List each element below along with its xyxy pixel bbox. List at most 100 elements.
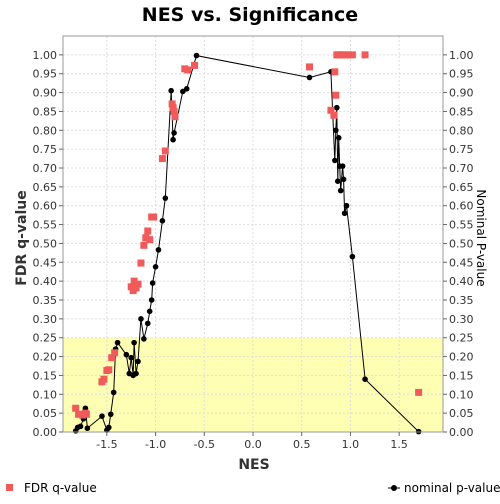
nominal-p-value-point	[162, 195, 169, 201]
y-tick-label: 0.80	[33, 124, 58, 137]
y-tick-label: 0.85	[33, 105, 58, 118]
axes: 0.00 0.00 0.05 0.05 0.10 0.10 0.15 0.15 0.20 0.20…	[33, 35, 474, 451]
legend-fdr-label: FDR q-value	[24, 481, 97, 495]
x-tick-label: 1.0	[342, 438, 360, 451]
nominal-p-value-point	[135, 358, 141, 365]
nominal-p-value-point	[193, 52, 200, 59]
y-tick-label: 0.45	[33, 256, 58, 269]
y-tick-label: 0.50	[33, 237, 58, 250]
nominal-p-value-point	[335, 135, 342, 141]
nominal-p-value-point	[343, 202, 350, 209]
y-tick-label: 0.25	[33, 332, 58, 345]
y2-tick-label: 0.25	[449, 332, 474, 345]
nominal-p-value-point	[77, 423, 84, 430]
y2-tick-label: 0.75	[449, 143, 474, 156]
x-axis-title: NES	[238, 457, 269, 473]
fdr-q-value-point	[111, 349, 119, 357]
fdr-q-value-point	[158, 155, 166, 163]
nominal-p-value-point	[159, 218, 166, 224]
nominal-p-value-point	[333, 127, 339, 134]
x-tick-label: 0.0	[244, 438, 262, 451]
nominal-p-value-point	[340, 176, 347, 183]
y2-tick-label: 0.00	[449, 426, 474, 439]
fdr-q-value-point	[144, 227, 152, 235]
y2-tick-label: 0.45	[449, 256, 474, 269]
fdr-q-value-point	[161, 147, 169, 155]
nominal-p-value-point	[114, 339, 121, 346]
nominal-p-value-point	[333, 104, 340, 111]
nominal-p-value-point	[133, 370, 139, 377]
fdr-q-value-point	[332, 91, 340, 99]
y2-tick-label: 0.40	[449, 275, 474, 288]
y2-tick-label: 0.90	[449, 87, 474, 100]
fdr-q-value-point	[344, 51, 352, 59]
nominal-p-value-point	[155, 247, 162, 253]
y2-tick-label: 0.60	[449, 200, 474, 213]
y2-tick-label: 0.35	[449, 294, 474, 307]
legend: FDR q-value nominal p-value	[6, 481, 500, 495]
y-tick-label: 0.20	[33, 351, 58, 364]
nominal-p-value-point	[84, 425, 91, 432]
fdr-q-value-point	[140, 241, 148, 249]
fdr-q-value-point	[171, 113, 179, 121]
y2-tick-label: 0.95	[449, 68, 474, 81]
y-tick-label: 0.30	[33, 313, 58, 326]
y2-tick-label: 0.30	[449, 313, 474, 326]
y-axis-title: FDR q-value	[14, 190, 30, 286]
fdr-q-value-point	[142, 234, 150, 242]
fdr-q-value-point	[130, 277, 138, 285]
fdr-q-value-point	[191, 61, 199, 69]
y-tick-label: 0.95	[33, 68, 58, 81]
x-tick-label: -1.0	[145, 438, 166, 451]
nominal-p-value-point	[146, 308, 153, 315]
legend-nominal-marker	[391, 485, 397, 491]
y2-tick-label: 0.80	[449, 124, 474, 137]
y-tick-label: 0.75	[33, 143, 58, 156]
nominal-p-value-point	[131, 339, 137, 346]
nominal-p-value-point	[332, 157, 338, 164]
nominal-p-value-point	[183, 86, 190, 92]
nominal-p-value-point	[168, 87, 174, 94]
nominal-p-value-point	[138, 316, 144, 322]
y2-axis-title: Nominal P-value	[474, 189, 488, 286]
y2-tick-label: 0.05	[449, 407, 474, 420]
nominal-p-value-point	[110, 389, 117, 396]
fdr-q-value-point	[331, 68, 339, 76]
legend-fdr-marker	[6, 484, 13, 491]
fdr-q-value-point	[72, 404, 80, 412]
y-tick-label: 0.70	[33, 162, 58, 175]
nominal-p-value-point	[82, 405, 89, 412]
nominal-p-value-point	[107, 411, 114, 418]
fdr-q-value-point	[137, 259, 145, 267]
y2-tick-label: 1.00	[449, 49, 474, 62]
y-tick-label: 0.10	[33, 388, 58, 401]
nominal-p-value-point	[149, 280, 156, 286]
chart-title: NES vs. Significance	[142, 4, 358, 26]
legend-nominal-label: nominal p-value	[404, 481, 500, 495]
y2-tick-label: 0.70	[449, 162, 474, 175]
y2-tick-label: 0.85	[449, 105, 474, 118]
fdr-q-value-point	[306, 63, 314, 71]
nominal-p-value-point	[362, 376, 368, 383]
fdr-q-value-point	[330, 111, 338, 119]
nominal-p-value-point	[339, 163, 346, 169]
fdr-q-value-point	[169, 104, 177, 112]
x-tick-label: -1.5	[96, 438, 117, 451]
fdr-q-value-point	[146, 236, 154, 244]
fdr-q-value-point	[170, 107, 178, 115]
y-tick-label: 0.15	[33, 369, 58, 382]
fdr-q-value-point	[132, 284, 140, 292]
nominal-p-value-point	[99, 413, 105, 419]
y2-tick-label: 0.55	[449, 219, 474, 232]
y-tick-label: 0.00	[33, 426, 58, 439]
nominal-p-value-point	[170, 136, 176, 143]
x-tick-label: -0.5	[194, 438, 215, 451]
nominal-p-value-point	[337, 187, 344, 194]
fdr-q-value-point	[184, 66, 192, 74]
fdr-q-value-point	[100, 375, 108, 383]
y-tick-label: 0.05	[33, 407, 58, 420]
y2-tick-label: 0.20	[449, 351, 474, 364]
nominal-p-value-point	[141, 336, 147, 342]
